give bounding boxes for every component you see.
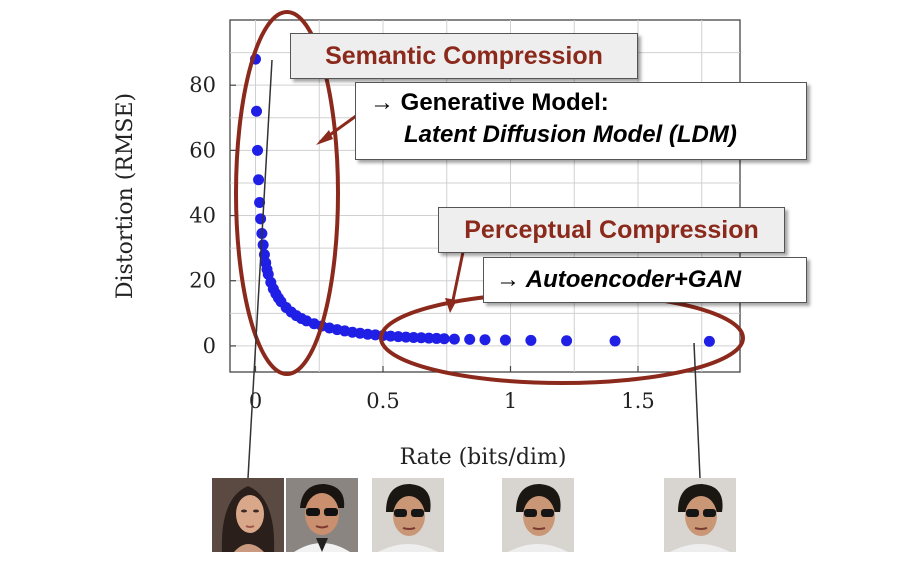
face-image-man-1 [286,478,358,552]
perceptual-compression-label: Perceptual Compression [438,207,785,253]
data-points [250,53,715,347]
perceptual-pointer-arrow [450,251,465,306]
data-point [479,334,491,346]
x-tick-label: 0 [249,389,262,413]
connector-line-left [247,59,273,479]
face-image-man-3 [502,478,574,552]
data-point [703,335,715,347]
y-tick-label: 60 [189,138,216,162]
y-axis-title: Distortion (RMSE) [113,93,138,299]
data-point [252,144,264,156]
data-point [499,334,511,346]
data-point [525,334,537,346]
data-point [438,333,450,345]
generative-arrowhead [316,130,333,145]
autoencoder-gan-label: → Autoencoder+GAN [483,257,807,303]
x-tick-label: 1.5 [621,389,654,413]
semantic-compression-text: Semantic Compression [325,41,603,70]
connector-line-right [693,342,701,479]
x-axis-title: Rate (bits/dim) [400,445,567,470]
perceptual-arrowhead [445,298,457,313]
y-tick-label: 0 [203,334,216,358]
generative-model-label: → Generative Model: Latent Diffusion Mod… [355,82,807,160]
face-image-woman [212,478,284,552]
face-image-man-2 [372,478,444,552]
generative-model-line: → Generative Model: [370,89,609,116]
data-point [609,335,621,347]
x-tick-label: 0.5 [366,389,399,413]
y-tick-label: 20 [189,269,216,293]
axis-ticks: 0 0.5 1 1.5 0 20 40 60 80 [189,73,654,413]
perceptual-compression-text: Perceptual Compression [464,215,759,244]
data-point [254,197,266,209]
autoencoder-gan-text: → Autoencoder+GAN [496,266,742,293]
data-point [257,239,269,251]
data-point [251,105,263,117]
semantic-compression-label: Semantic Compression [290,33,638,79]
y-tick-label: 40 [189,204,216,228]
x-tick-label: 1 [504,389,517,413]
data-point [464,333,476,345]
data-point [253,174,265,186]
data-point [255,213,267,225]
face-image-man-4 [664,478,736,552]
y-tick-label: 80 [189,73,216,97]
data-point [561,335,573,347]
ldm-line: Latent Diffusion Model (LDM) [404,121,737,148]
data-point [448,333,460,345]
semantic-region-ellipse [234,10,340,376]
